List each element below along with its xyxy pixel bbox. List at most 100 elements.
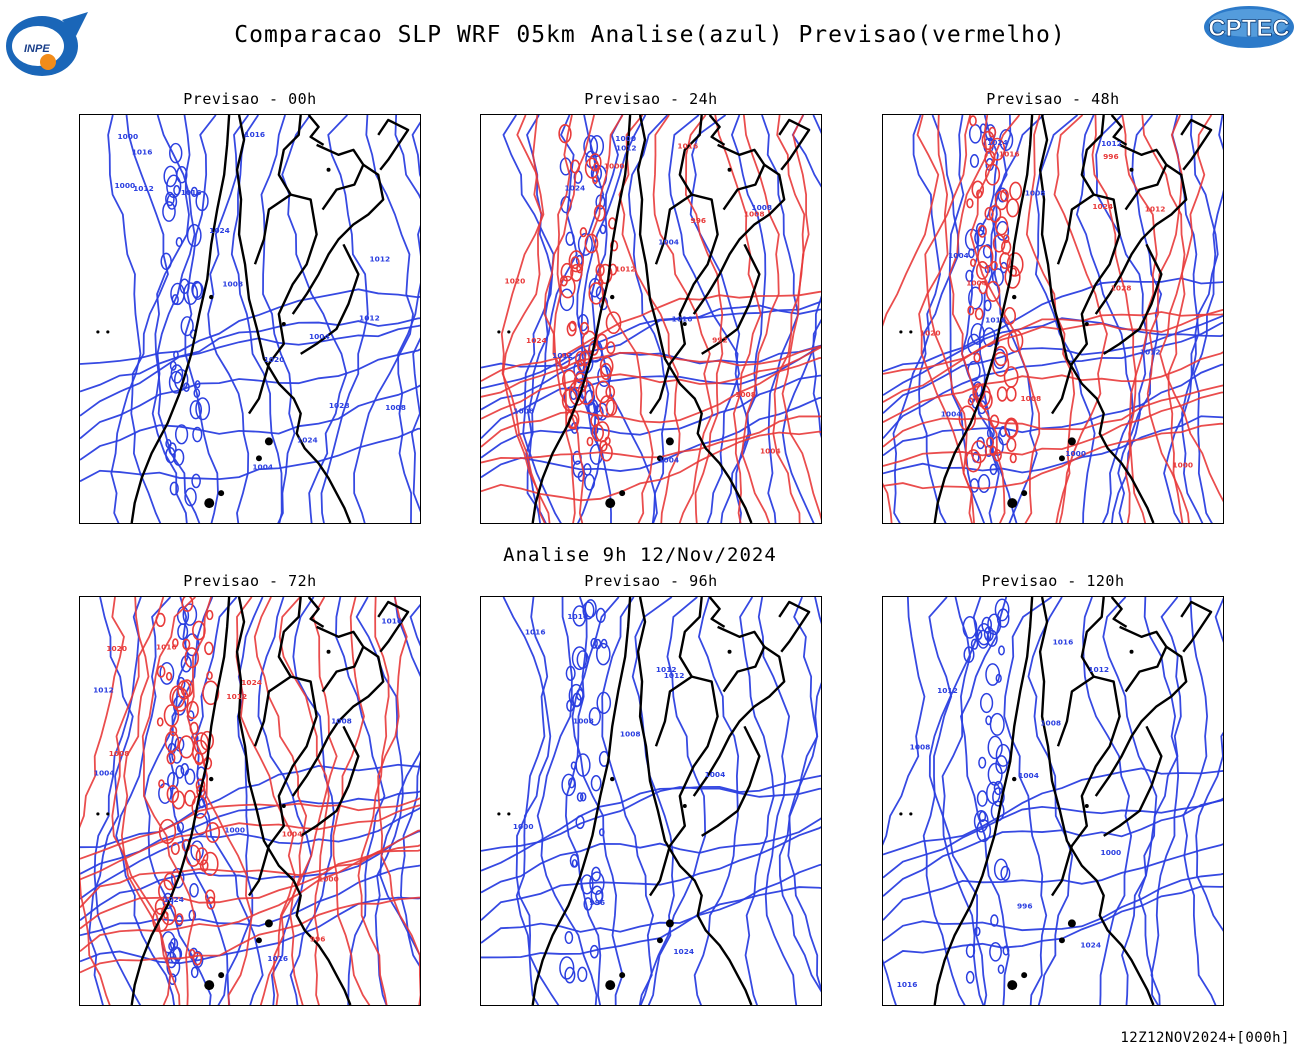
isobar-label: 1020 [106,644,127,653]
analysis-isobar [559,956,575,980]
analysis-isobar [975,222,985,236]
isobar-label: 1008 [1025,188,1046,197]
analysis-isobar [974,926,981,937]
forecast-isobar [1009,453,1017,464]
isobar-label: 1024 [987,138,1008,147]
analysis-isobar [481,374,821,459]
forecast-isobar [1141,115,1186,523]
analysis-isobar [190,966,199,979]
forecast-isobar [182,638,191,650]
analysis-isobar [978,810,987,822]
analysis-isobar [1138,597,1182,1005]
coastline [377,600,410,653]
analysis-isobar [394,115,420,513]
analysis-isobar [1102,597,1158,1005]
map-canvas: 1016 1012 1008 1004 1000 996 1024 1016 1012 1008 [481,597,821,1005]
analysis-isobar [575,688,584,701]
forecast-isobar [570,263,583,282]
map-canvas: 1016 1016 1012 1012 1020 1008 1004 1016 1012 1024… [80,115,420,523]
forecast-isobar [588,153,602,172]
isobar-label: 1016 [132,148,153,157]
isobar-label: 996 [1103,152,1119,161]
forecast-isobar [741,115,780,523]
coastline [778,118,811,171]
isobar-label: 1000 [604,162,625,171]
coastline [778,600,811,653]
island [1058,455,1065,462]
forecast-isobar [172,638,179,648]
analysis-isobar [160,252,172,271]
isobar-label: 1004 [760,447,781,456]
analysis-isobar [739,597,775,1005]
forecast-isobar [605,311,622,335]
isobar-label: 1016 [267,954,288,963]
analysis-isobar [179,278,190,295]
analysis-isobar [689,115,741,523]
analysis-isobar [591,866,601,882]
panel-00h: Previsao - 00h 1016 1016 1012 1012 1020 1008 1… [79,90,421,524]
analysis-isobar [177,623,189,641]
forecast-isobar [111,597,172,1005]
forecast-isobar [500,115,551,523]
forecast-isobar [568,380,587,406]
isobar-label: 1012 [226,692,247,701]
island [1129,167,1134,172]
analysis-isobar [757,597,798,1005]
analysis-date-label: Analise 9h 12/Nov/2024 [503,544,777,566]
panel-96h: Previsao - 96h 1016 1012 1008 1004 1000 996 10… [480,572,822,1006]
analysis-isobar [481,774,821,872]
forecast-isobar [965,449,982,473]
island [619,490,626,497]
analysis-isobar [166,174,182,199]
analysis-isobar [693,597,740,1005]
analysis-isobar [182,603,198,626]
analysis-isobar [577,966,588,983]
analysis-isobar [883,597,926,1005]
isobar-label: 1000 [318,874,339,883]
forecast-isobar [596,333,608,351]
analysis-isobar [190,186,198,197]
isobar-label: 1016 [381,616,402,625]
lake [209,776,214,782]
coastline [531,597,632,1005]
isobar-label: 1016 [181,188,202,197]
analysis-isobar [968,124,982,144]
analysis-isobar [986,781,1001,805]
analysis-isobar [576,792,584,802]
isobar-label: 1016 [985,316,1006,325]
forecast-isobar [883,384,1223,448]
forecast-isobar [610,240,619,252]
forecast-isobar [80,896,420,974]
island [899,330,903,334]
analysis-isobar [565,231,575,246]
isobar-label: 1004 [941,410,962,419]
analysis-isobar [80,427,420,483]
analysis-isobar [80,807,420,900]
forecast-isobar [967,397,974,406]
forecast-isobar [80,849,420,953]
isobar-label: 1012 [656,665,677,674]
analysis-isobar [883,767,1223,856]
analysis-isobar [170,364,184,384]
analysis-isobar [991,268,1004,287]
island [1021,490,1028,497]
isobar-label: 1016 [999,150,1020,159]
analysis-isobar [180,655,192,673]
isobar-label: 1004 [1018,771,1039,780]
isobar-label: 1004 [948,251,969,260]
coastline [717,625,766,693]
coastline [649,675,719,897]
coastline [1038,597,1155,1005]
analysis-isobar [173,185,181,196]
forecast-isobar [593,204,606,222]
island [909,812,913,816]
coastline [235,115,352,523]
analysis-isobar [183,382,190,392]
panel-title: Previsao - 48h [986,90,1120,108]
isobar-label: 1008 [1040,718,1061,727]
forecast-isobar [989,414,1000,429]
analysis-isobar [963,646,975,664]
coastline [933,115,1034,523]
analysis-isobar [993,858,1009,881]
island [281,321,286,326]
